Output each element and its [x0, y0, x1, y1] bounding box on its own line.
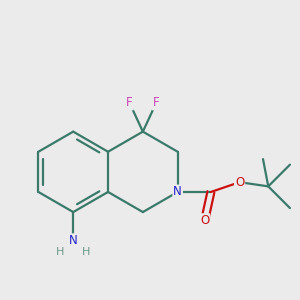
Text: N: N: [173, 185, 182, 199]
Text: N: N: [69, 234, 78, 247]
Text: O: O: [235, 176, 244, 189]
Text: O: O: [200, 214, 209, 227]
Text: F: F: [153, 97, 160, 110]
Text: H: H: [82, 247, 91, 257]
Text: F: F: [126, 97, 133, 110]
Text: H: H: [56, 247, 64, 257]
